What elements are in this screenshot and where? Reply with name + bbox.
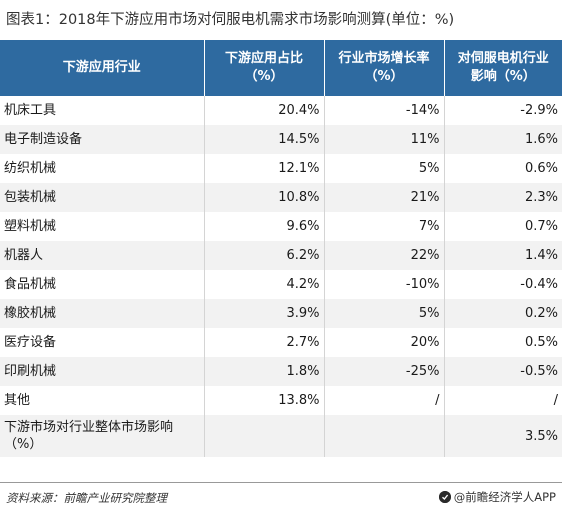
cell-impact: 0.7%	[444, 212, 562, 241]
header-industry: 下游应用行业	[0, 40, 205, 96]
cell-growth	[324, 415, 445, 457]
table-row: 电子制造设备 14.5% 11% 1.6%	[0, 125, 562, 154]
cell-industry: 医疗设备	[0, 328, 205, 357]
cell-growth: -14%	[324, 96, 445, 125]
cell-share: 13.8%	[204, 386, 325, 415]
cell-impact: 0.5%	[444, 328, 562, 357]
cell-industry: 纺织机械	[0, 154, 205, 183]
cell-impact: 0.6%	[444, 154, 562, 183]
header-growth: 行业市场增长率 （%）	[324, 40, 445, 96]
cell-share: 10.8%	[204, 183, 325, 212]
cell-share: 20.4%	[204, 96, 325, 125]
cell-impact: -0.4%	[444, 270, 562, 299]
table-row: 机床工具 20.4% -14% -2.9%	[0, 96, 562, 125]
footer-divider	[0, 482, 562, 483]
figure-title: 图表1：2018年下游应用市场对伺服电机需求市场影响测算(单位：%)	[6, 12, 455, 28]
cell-impact: 2.3%	[444, 183, 562, 212]
table-row: 食品机械 4.2% -10% -0.4%	[0, 270, 562, 299]
table-row: 机器人 6.2% 22% 1.4%	[0, 241, 562, 270]
header-share: 下游应用占比 （%）	[204, 40, 325, 96]
table-row: 印刷机械 1.8% -25% -0.5%	[0, 357, 562, 386]
cell-impact: 3.5%	[444, 415, 562, 457]
table-row: 塑料机械 9.6% 7% 0.7%	[0, 212, 562, 241]
cell-industry: 机床工具	[0, 96, 205, 125]
cell-impact: 0.2%	[444, 299, 562, 328]
cell-industry: 下游市场对行业整体市场影响 （%）	[0, 415, 205, 457]
table-row-total: 下游市场对行业整体市场影响 （%） 3.5%	[0, 415, 562, 457]
table-row: 包装机械 10.8% 21% 2.3%	[0, 183, 562, 212]
cell-growth: 5%	[324, 154, 445, 183]
cell-industry: 印刷机械	[0, 357, 205, 386]
cell-impact: -0.5%	[444, 357, 562, 386]
table-row: 橡胶机械 3.9% 5% 0.2%	[0, 299, 562, 328]
data-table: 下游应用行业 下游应用占比 （%） 行业市场增长率 （%） 对伺服电机行业 影响（%）…	[0, 40, 562, 457]
cell-growth: 22%	[324, 241, 445, 270]
cell-growth: 20%	[324, 328, 445, 357]
cell-industry: 其他	[0, 386, 205, 415]
cell-share: 1.8%	[204, 357, 325, 386]
cell-industry: 塑料机械	[0, 212, 205, 241]
cell-share: 3.9%	[204, 299, 325, 328]
brand-text: @前瞻经济学人APP	[453, 490, 556, 504]
cell-impact: 1.6%	[444, 125, 562, 154]
cell-share: 9.6%	[204, 212, 325, 241]
cell-industry: 食品机械	[0, 270, 205, 299]
cell-share: 2.7%	[204, 328, 325, 357]
table-row: 医疗设备 2.7% 20% 0.5%	[0, 328, 562, 357]
cell-growth: 5%	[324, 299, 445, 328]
cell-industry: 包装机械	[0, 183, 205, 212]
cell-growth: 7%	[324, 212, 445, 241]
cell-share	[204, 415, 325, 457]
cell-impact: /	[444, 386, 562, 415]
cell-share: 6.2%	[204, 241, 325, 270]
qianzhan-logo-icon	[438, 491, 451, 503]
cell-impact: -2.9%	[444, 96, 562, 125]
cell-share: 4.2%	[204, 270, 325, 299]
source-note: 资料来源：前瞻产业研究院整理	[6, 491, 167, 505]
cell-growth: -10%	[324, 270, 445, 299]
table-header-row: 下游应用行业 下游应用占比 （%） 行业市场增长率 （%） 对伺服电机行业 影响（%）	[0, 40, 562, 96]
header-impact: 对伺服电机行业 影响（%）	[444, 40, 562, 96]
cell-growth: /	[324, 386, 445, 415]
cell-growth: 11%	[324, 125, 445, 154]
cell-industry: 机器人	[0, 241, 205, 270]
cell-industry: 橡胶机械	[0, 299, 205, 328]
cell-growth: -25%	[324, 357, 445, 386]
table-body: 机床工具 20.4% -14% -2.9% 电子制造设备 14.5% 11% 1.6% 纺织机械…	[0, 96, 562, 457]
table-row: 纺织机械 12.1% 5% 0.6%	[0, 154, 562, 183]
cell-share: 14.5%	[204, 125, 325, 154]
table-row: 其他 13.8% / /	[0, 386, 562, 415]
brand-credit: @前瞻经济学人APP	[438, 489, 556, 505]
cell-impact: 1.4%	[444, 241, 562, 270]
cell-industry: 电子制造设备	[0, 125, 205, 154]
cell-growth: 21%	[324, 183, 445, 212]
cell-share: 12.1%	[204, 154, 325, 183]
